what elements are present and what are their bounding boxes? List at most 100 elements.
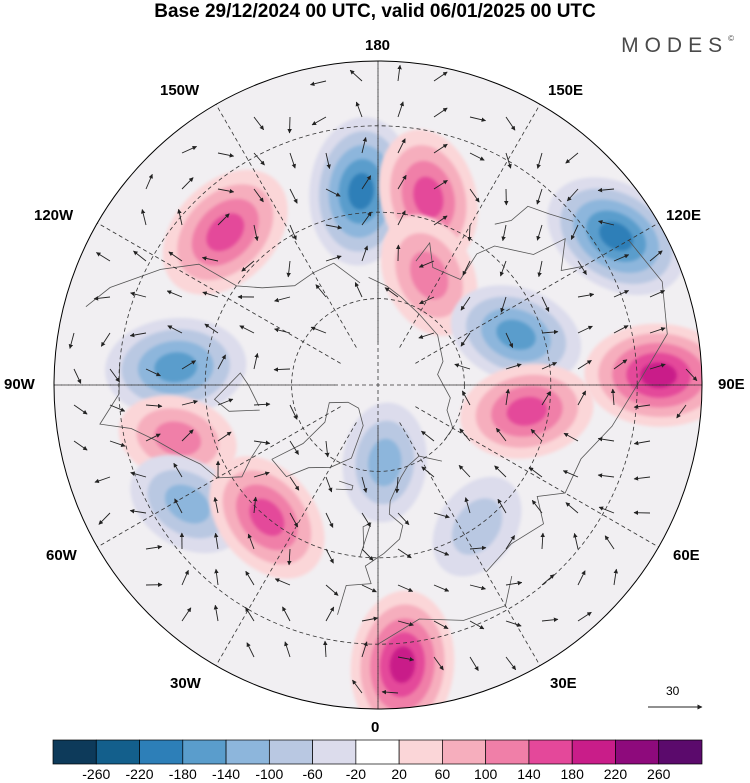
wind-vector	[217, 354, 226, 370]
wind-vector	[577, 390, 587, 406]
wind-vector	[325, 512, 334, 528]
wind-vector	[96, 252, 111, 262]
anomaly-contour	[389, 646, 416, 683]
colorbar-swatch	[615, 739, 660, 765]
colorbar-swatch	[442, 739, 487, 765]
wind-vector	[287, 548, 292, 566]
lon-label-120e: 120E	[666, 207, 702, 224]
wind-vector	[109, 404, 126, 412]
coastline	[485, 240, 668, 573]
wind-vector	[397, 620, 414, 627]
wind-vector	[289, 512, 299, 528]
wind-vector	[541, 390, 551, 406]
coastline	[415, 238, 584, 281]
meridian-line	[415, 406, 659, 548]
wind-vector	[610, 388, 616, 406]
wind-vector	[598, 219, 615, 226]
colorbar-swatch	[139, 739, 184, 765]
wind-vector	[433, 143, 448, 154]
wind-vector	[181, 607, 192, 622]
wind-vector	[433, 512, 450, 519]
lon-label-60w: 60W	[46, 547, 77, 564]
coastline	[85, 262, 361, 308]
colorbar-tick-label: -220	[125, 766, 154, 782]
colorbar-swatch	[355, 739, 400, 765]
wind-vector	[325, 476, 333, 493]
wind-vector	[649, 250, 663, 262]
wind-vector	[253, 188, 264, 203]
coastline	[377, 576, 513, 645]
anomaly-contour	[348, 173, 374, 210]
wind-vector	[397, 101, 404, 118]
wind-vector	[213, 496, 219, 514]
wind-vector	[253, 152, 265, 166]
wind-vector	[566, 188, 579, 202]
wind-vector	[397, 210, 406, 226]
wind-vector	[496, 427, 507, 442]
wind-vector	[467, 224, 472, 242]
wind-vector	[537, 260, 543, 278]
wind-vector	[100, 332, 111, 347]
colorbar-tick-label: -60	[302, 766, 323, 782]
wind-vector	[181, 177, 194, 190]
wind-vector	[253, 402, 271, 407]
wind-vector	[246, 642, 255, 658]
coastline	[99, 362, 262, 479]
wind-vector	[649, 290, 666, 298]
wind-vector	[73, 440, 88, 451]
wind-vector	[577, 292, 595, 298]
wind-vector	[459, 428, 471, 442]
wind-vector	[217, 431, 232, 442]
wind-vector	[397, 548, 412, 559]
wind-vector	[633, 476, 651, 481]
wind-vector	[361, 512, 371, 527]
wind-vector	[361, 616, 379, 622]
wind-vector	[419, 296, 435, 305]
wind-vector	[349, 69, 363, 82]
wind-vector	[530, 428, 543, 442]
anomaly-center-positive	[460, 363, 594, 459]
wind-vector	[460, 332, 471, 347]
wind-vector	[570, 224, 579, 240]
wind-vector	[325, 255, 342, 262]
wind-vector	[460, 296, 471, 311]
wind-vector	[181, 399, 198, 406]
wind-vector	[536, 152, 543, 169]
wind-vector	[274, 327, 291, 334]
wind-vector	[361, 211, 372, 226]
wind-vector	[325, 584, 339, 596]
wind-vector	[541, 329, 559, 335]
wind-vector	[309, 80, 327, 86]
wind-vector	[577, 611, 592, 622]
wind-vector	[577, 359, 592, 370]
wind-vector	[361, 245, 369, 262]
wind-vector	[130, 471, 147, 478]
wind-vector	[563, 432, 579, 442]
wind-vector	[174, 498, 183, 514]
colorbar-tick-label: -20	[345, 766, 366, 782]
wind-vector	[325, 188, 341, 197]
coastline	[335, 480, 354, 491]
colorbar-swatch	[658, 739, 703, 765]
wind-vector	[361, 584, 377, 593]
coastline	[368, 277, 454, 441]
wind-vector	[361, 137, 368, 154]
wind-vector	[418, 332, 435, 339]
anomaly-contour	[452, 498, 503, 555]
wind-vector	[469, 584, 486, 591]
wind-vector	[181, 429, 194, 442]
wind-vector	[505, 332, 514, 348]
wind-vector	[140, 209, 147, 226]
wind-vector	[289, 152, 296, 169]
wind-vector	[315, 284, 327, 298]
wind-vector	[361, 641, 368, 658]
wind-vector	[145, 433, 161, 442]
wind-vector	[649, 363, 666, 370]
wind-vector	[531, 499, 543, 514]
wind-vector	[649, 327, 666, 334]
wind-vector	[247, 533, 255, 550]
anomaly-contour	[164, 484, 211, 524]
anomaly-contour	[496, 319, 536, 350]
colorbar-tick-label: -140	[212, 766, 241, 782]
wind-vector	[469, 116, 487, 122]
